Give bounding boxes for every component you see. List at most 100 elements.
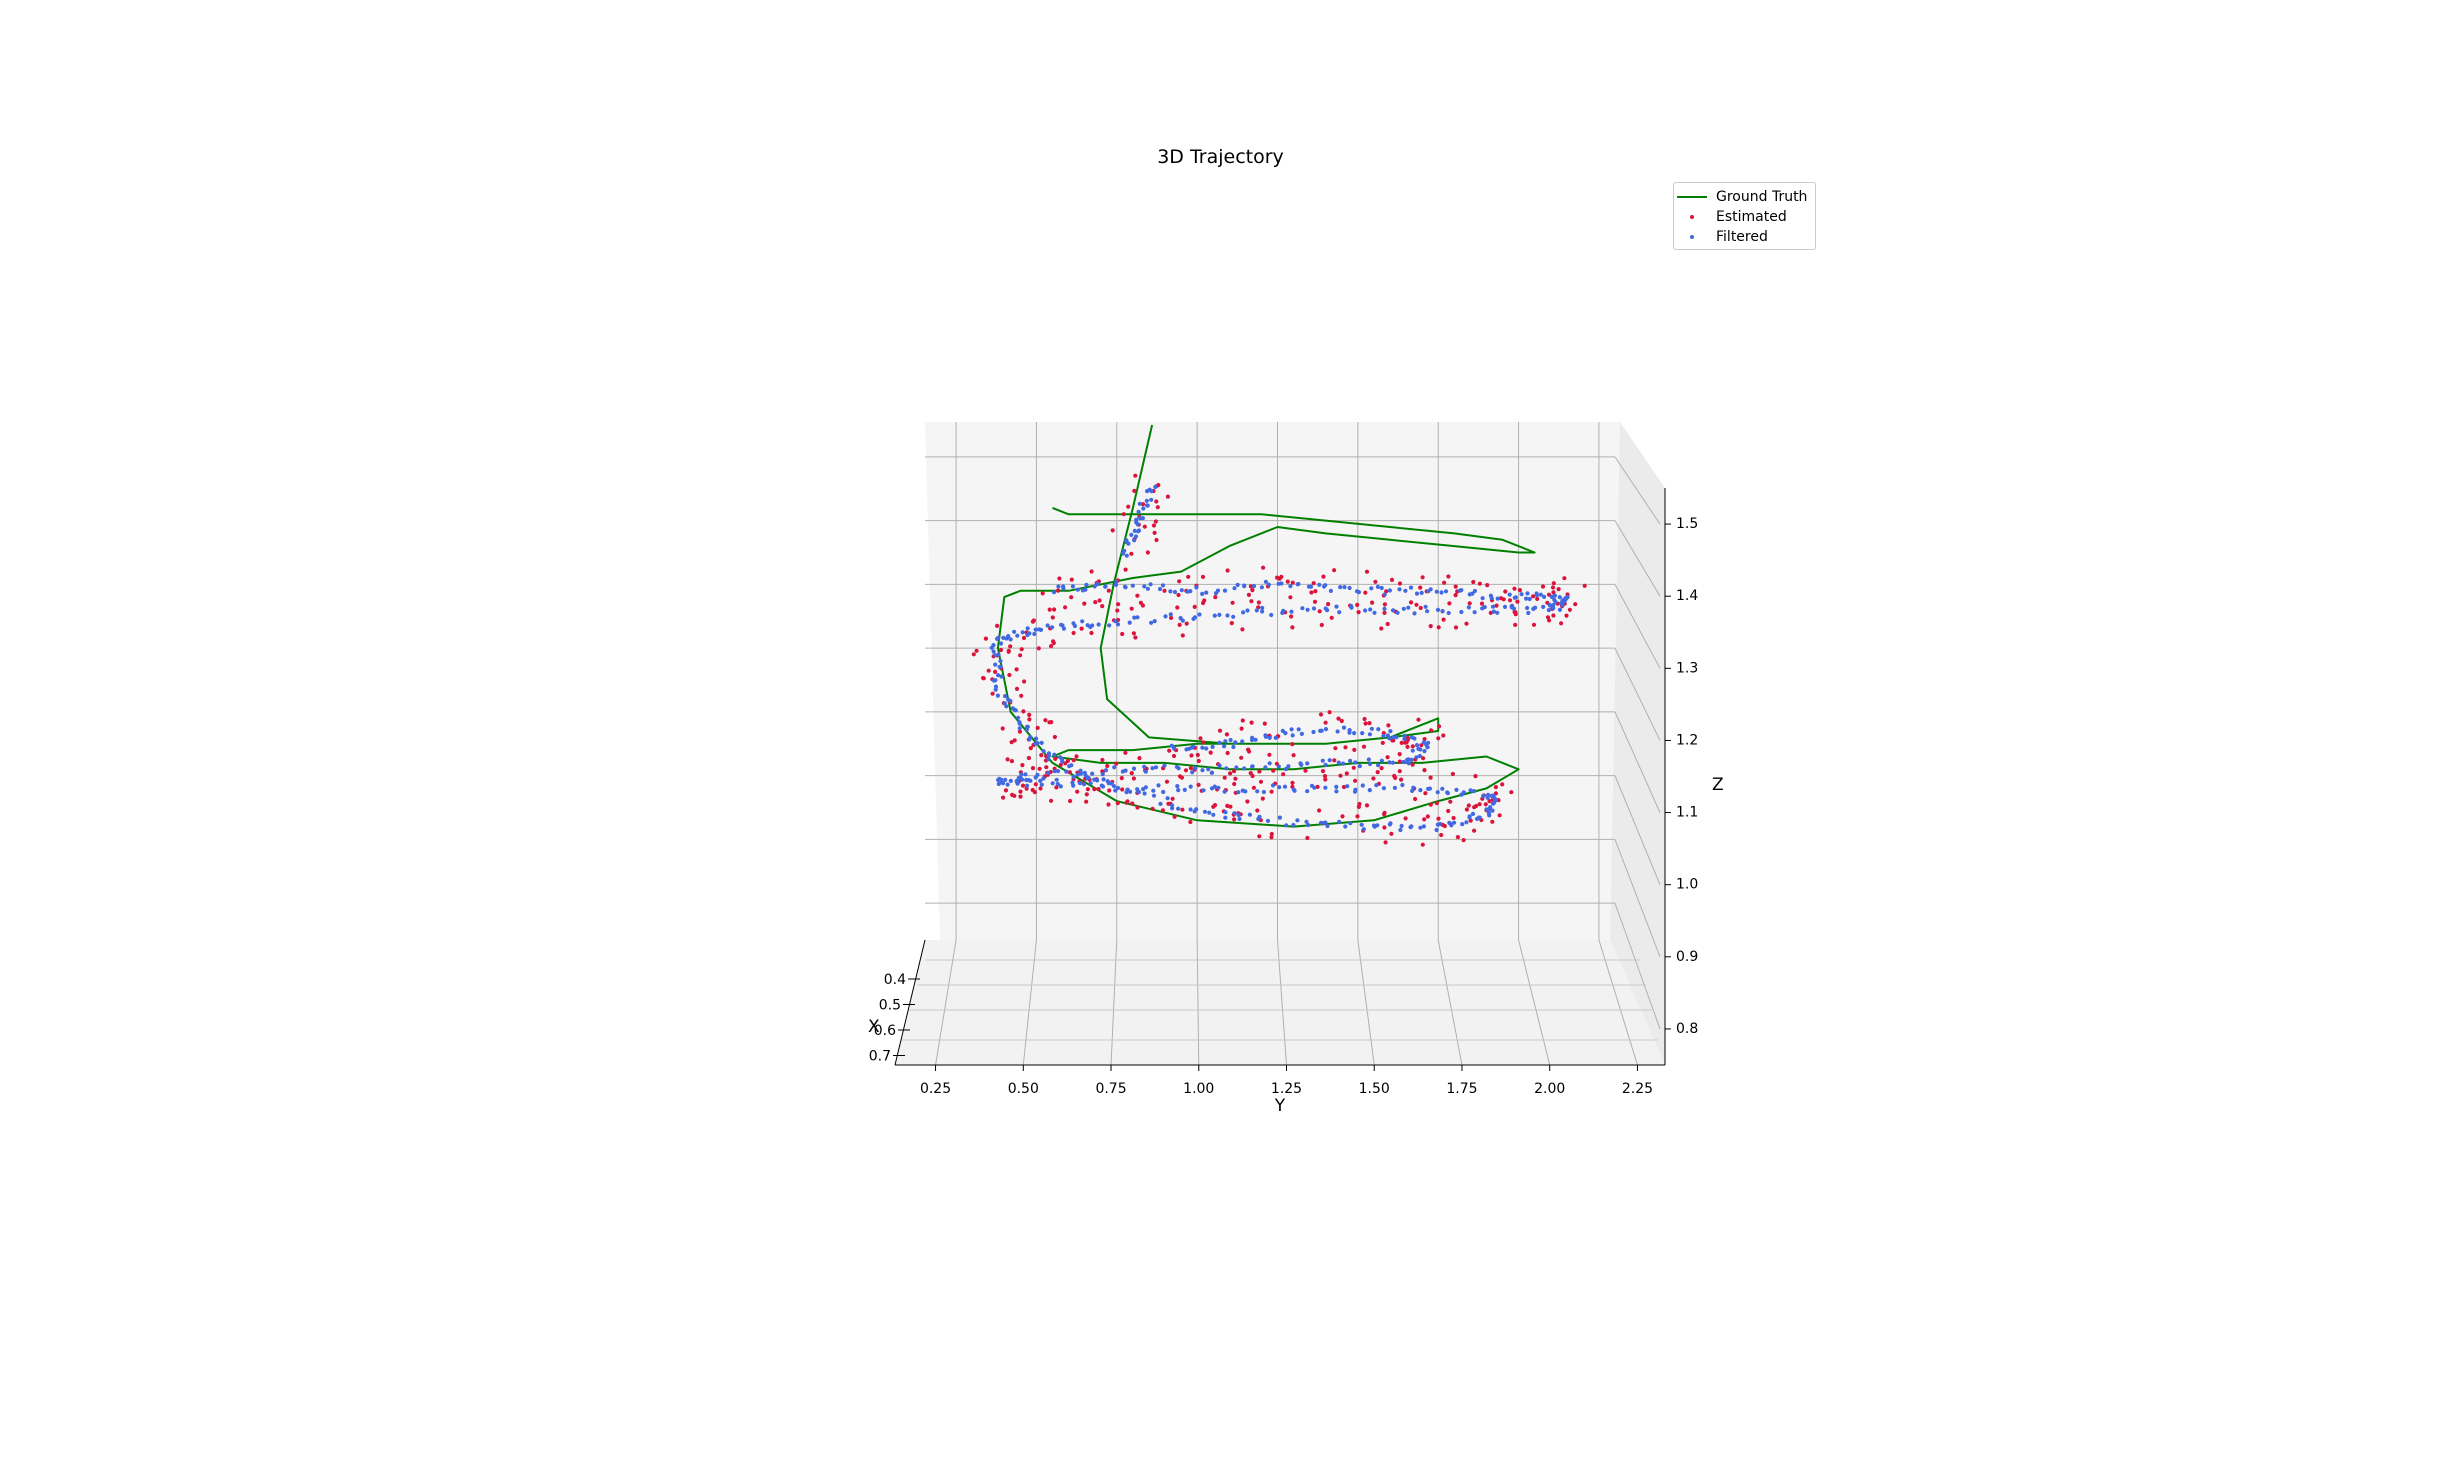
filtered-point [1245,608,1250,613]
estimated-point [1043,718,1048,723]
filtered-point [1072,623,1077,629]
estimated-point [1260,796,1265,801]
filtered-point [1336,760,1341,765]
estimated-point [1245,799,1250,804]
estimated-point [1027,712,1032,718]
filtered-point [1184,747,1189,752]
estimated-point [1405,744,1410,750]
filtered-point [1356,590,1361,595]
filtered-point [1388,729,1393,734]
filtered-point [1284,823,1289,828]
estimated-point [1422,768,1427,773]
estimated-point [1228,771,1233,776]
estimated-point [1442,823,1447,829]
filtered-point [1107,623,1112,628]
filtered-point [1210,744,1215,750]
legend-item-filtered: Filtered [1674,227,1768,247]
estimated-point [1413,796,1418,802]
filtered-point [1327,758,1332,763]
estimated-point [1453,593,1458,598]
filtered-point [1363,608,1368,613]
filtered-point [1182,787,1187,793]
filtered-point [1071,783,1076,788]
estimated-point [1180,807,1185,812]
estimated-point [1255,808,1260,813]
filtered-point [1070,584,1075,589]
filtered-point [1041,776,1046,781]
estimated-point [995,623,1000,629]
filtered-point [1263,579,1268,584]
filtered-point [1452,820,1457,825]
filtered-point [1263,734,1268,739]
filtered-point [1414,755,1419,760]
estimated-point [1535,596,1540,602]
grid-line-floor [1437,939,1463,1066]
filtered-point [1260,609,1265,614]
filtered-point [1481,793,1486,799]
estimated-point [1556,587,1561,592]
estimated-point [1232,817,1237,822]
estimated-point [1494,603,1499,608]
filtered-point [1446,610,1451,616]
filtered-point [1017,721,1022,726]
x-tick-label: 0.4 [884,972,906,988]
filtered-point [1019,772,1024,777]
filtered-point [1387,822,1392,827]
filtered-point [1495,610,1500,615]
estimated-point [1110,528,1115,533]
filtered-point [1360,731,1365,736]
filtered-point [1369,726,1374,731]
filtered-point [1318,728,1323,734]
filtered-point [1325,823,1330,829]
estimated-point [1240,718,1245,723]
estimated-point [1257,834,1262,839]
filtered-point [1341,725,1347,730]
estimated-point [1477,581,1482,586]
estimated-point [1447,601,1452,606]
filtered-point [1289,727,1294,732]
filtered-point [1092,777,1097,782]
filtered-point [993,662,998,667]
estimated-point [1047,607,1052,612]
estimated-point [1135,805,1140,810]
grid-line-floor [1277,939,1287,1066]
estimated-point [1305,835,1310,841]
filtered-point [1136,529,1141,534]
estimated-point [1123,567,1128,572]
filtered-point [1092,584,1097,589]
estimated-point [1441,733,1446,738]
estimated-point [1018,653,1023,658]
filtered-point [1035,741,1040,746]
filtered-point [1027,737,1032,742]
filtered-point [1526,610,1531,616]
filtered-point [1296,581,1301,587]
filtered-point [1142,584,1147,589]
filtered-point [1485,795,1490,800]
estimated-point [1493,785,1498,790]
estimated-point [1000,726,1005,731]
filtered-point [1136,509,1141,514]
filtered-point [1247,812,1252,817]
estimated-point [1507,598,1513,603]
filtered-point [1263,765,1268,770]
estimated-point [1397,769,1402,774]
filtered-point [1222,588,1228,593]
estimated-point [1551,581,1556,586]
filtered-point [1486,810,1491,815]
filtered-point [1113,582,1119,588]
filtered-point [1078,771,1084,776]
estimated-point [1353,778,1358,783]
filtered-point [1269,612,1274,618]
estimated-point [1422,817,1427,822]
grid-line-floor [1598,939,1638,1066]
estimated-point [1319,622,1324,628]
filtered-point [1055,769,1061,774]
estimated-point [1420,575,1425,580]
estimated-point [1097,598,1102,603]
filtered-point [999,674,1004,679]
filtered-point [998,658,1003,664]
estimated-point [1162,588,1167,593]
filtered-point [1135,787,1140,792]
filtered-point [991,649,996,654]
filtered-point [1467,814,1472,819]
